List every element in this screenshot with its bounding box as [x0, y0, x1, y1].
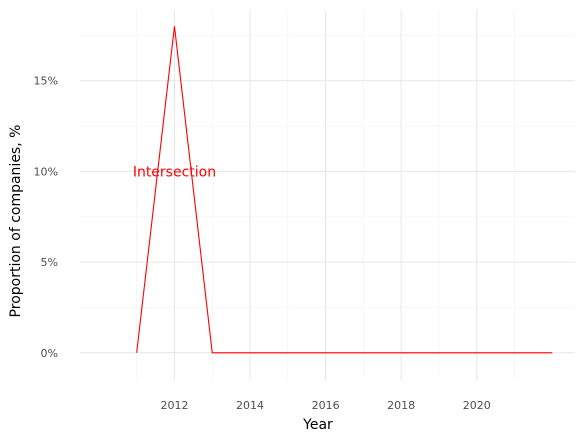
x-tick-label: 2014 [236, 399, 264, 412]
x-axis-title: Year [302, 417, 333, 433]
grid-major [80, 10, 575, 380]
annotation-label: Intersection [133, 164, 216, 180]
x-tick-label: 2012 [160, 399, 188, 412]
x-axis-ticks: 2012 2014 2016 2018 2020 [160, 399, 490, 412]
y-axis-title: Proportion of companies, % [8, 125, 24, 318]
x-tick-label: 2018 [387, 399, 415, 412]
y-axis-ticks: 0% 5% 10% 15% [34, 75, 58, 360]
grid-minor [80, 10, 575, 380]
series-line [136, 26, 553, 354]
series-layer [136, 26, 553, 354]
x-tick-label: 2016 [312, 399, 340, 412]
y-tick-label: 0% [41, 347, 58, 360]
x-tick-label: 2020 [463, 399, 491, 412]
annotation-layer: Intersection [133, 164, 216, 180]
y-tick-label: 5% [41, 256, 58, 269]
y-tick-label: 15% [34, 75, 58, 88]
y-tick-label: 10% [34, 165, 58, 178]
